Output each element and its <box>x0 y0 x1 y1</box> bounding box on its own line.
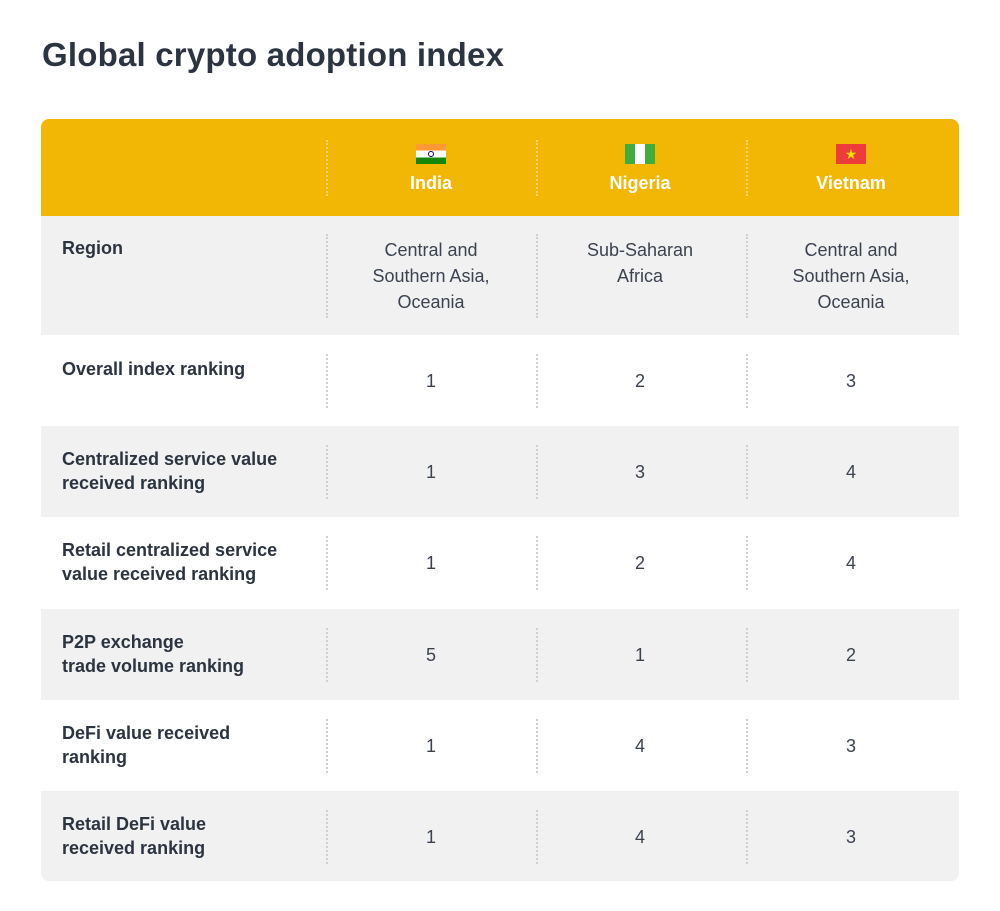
table-cell: 1 <box>425 371 436 391</box>
column-divider <box>746 536 748 590</box>
column-divider <box>326 354 328 408</box>
column-divider <box>326 140 328 196</box>
table-cell: 4 <box>845 462 856 482</box>
column-divider <box>746 140 748 196</box>
column-divider <box>746 719 748 773</box>
column-divider <box>536 140 538 196</box>
column-divider <box>326 445 328 499</box>
column-divider <box>536 536 538 590</box>
column-divider <box>746 234 748 318</box>
table-cell: 2 <box>634 553 645 573</box>
column-divider <box>536 354 538 408</box>
table-cell: 1 <box>425 553 436 573</box>
column-divider <box>746 628 748 682</box>
table-cell: 3 <box>845 827 856 847</box>
vietnam-flag-icon: ★ <box>836 144 866 164</box>
row-label: Region <box>62 238 123 258</box>
row-label: Retail centralized service value receive… <box>62 540 278 584</box>
column-divider <box>326 536 328 590</box>
table-header-row: India Nigeria ★ Vietnam <box>41 119 959 216</box>
table-row: DeFi value received ranking 1 4 3 <box>41 700 959 791</box>
table-cell: 4 <box>845 553 856 573</box>
table-cell: 3 <box>845 736 856 756</box>
column-header-label: Nigeria <box>609 173 671 193</box>
row-label: Overall index ranking <box>62 359 246 379</box>
table-cell: 3 <box>634 462 645 482</box>
table-cell: 4 <box>634 827 645 847</box>
column-header-india: India <box>346 144 516 194</box>
column-divider <box>746 354 748 408</box>
row-label: Retail DeFi value received ranking <box>62 814 207 858</box>
column-header-vietnam: ★ Vietnam <box>766 144 936 194</box>
table-cell: 3 <box>845 371 856 391</box>
column-header-label: Vietnam <box>816 173 886 193</box>
column-divider <box>326 628 328 682</box>
column-divider <box>326 234 328 318</box>
page-title: Global crypto adoption index <box>42 36 505 73</box>
table-cell: 2 <box>845 645 856 665</box>
column-header-nigeria: Nigeria <box>555 144 725 194</box>
table-row: Retail centralized service value receive… <box>41 517 959 609</box>
column-divider <box>746 810 748 864</box>
table-row: P2P exchange trade volume ranking 5 1 2 <box>41 609 959 700</box>
column-divider <box>536 810 538 864</box>
table-cell: Central and Southern Asia, Oceania <box>372 240 490 312</box>
row-label: DeFi value received ranking <box>62 723 231 767</box>
table-cell: 1 <box>425 827 436 847</box>
table-row: Centralized service value received ranki… <box>41 426 959 517</box>
table-cell: 1 <box>425 462 436 482</box>
adoption-table: India Nigeria ★ Vietnam Region Central a… <box>41 119 959 881</box>
india-flag-icon <box>416 144 446 164</box>
column-divider <box>326 810 328 864</box>
table-cell: 4 <box>634 736 645 756</box>
table-row: Retail DeFi value received ranking 1 4 3 <box>41 791 959 881</box>
column-divider <box>536 445 538 499</box>
column-divider <box>536 234 538 318</box>
row-label: Centralized service value received ranki… <box>62 449 278 493</box>
table-cell: 5 <box>425 645 436 665</box>
row-label: P2P exchange trade volume ranking <box>62 632 245 676</box>
nigeria-flag-icon <box>625 144 655 164</box>
column-divider <box>326 719 328 773</box>
table-cell: Sub-Saharan Africa <box>586 240 694 286</box>
table-cell: 1 <box>634 645 645 665</box>
table-cell: 1 <box>425 736 436 756</box>
column-divider <box>746 445 748 499</box>
column-divider <box>536 719 538 773</box>
table-cell: Central and Southern Asia, Oceania <box>792 240 910 312</box>
column-divider <box>536 628 538 682</box>
table-row: Region Central and Southern Asia, Oceani… <box>41 216 959 335</box>
column-header-label: India <box>409 173 452 193</box>
table-cell: 2 <box>634 371 645 391</box>
table-row: Overall index ranking 1 2 3 <box>41 335 959 426</box>
